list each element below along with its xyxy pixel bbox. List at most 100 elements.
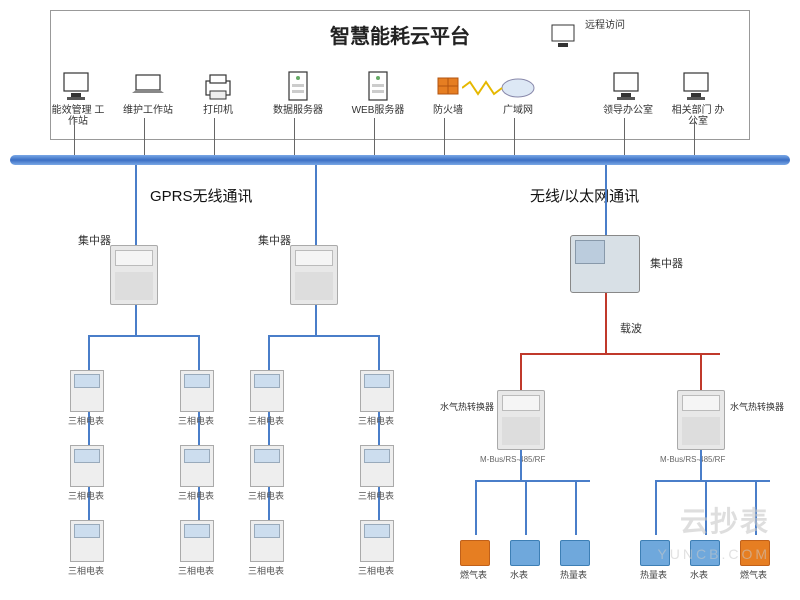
pc-icon: [608, 68, 648, 103]
node-drop-line: [374, 118, 375, 155]
meter-label: 三相电表: [358, 489, 394, 502]
meter-label: 三相电表: [68, 489, 104, 502]
collector-3-label: 集中器: [650, 255, 683, 271]
carrier-line: [520, 353, 720, 355]
line: [655, 480, 657, 535]
node-drop-line: [514, 118, 515, 155]
collector-3: [570, 235, 640, 293]
node-label: WEB服务器: [352, 105, 405, 116]
pc-icon: [545, 18, 585, 53]
server-icon: [358, 68, 398, 103]
utility-meter-label: 燃气表: [460, 568, 487, 581]
three-phase-meter: [180, 520, 214, 562]
three-phase-meter: [250, 445, 284, 487]
meter-label: 三相电表: [178, 564, 214, 577]
node-drop-line: [694, 118, 695, 155]
laptop-icon: [128, 68, 168, 103]
bus-drop: [605, 165, 607, 235]
printer-icon: [198, 68, 238, 103]
meter-label: 三相电表: [248, 414, 284, 427]
platform-title: 智慧能耗云平台: [0, 20, 800, 49]
top-node: 领导办公室: [600, 68, 656, 116]
node-label: 相关部门 办公室: [670, 105, 726, 127]
line: [475, 480, 590, 482]
watermark-big: 云抄表: [680, 500, 770, 540]
node-drop-line: [624, 118, 625, 155]
pc-icon: [678, 68, 718, 103]
line: [700, 450, 702, 480]
node-label: 广域网: [503, 105, 533, 116]
top-node: 打印机: [190, 68, 246, 116]
three-phase-meter: [180, 370, 214, 412]
collector-1-label: 集中器: [78, 232, 111, 248]
node-label: 领导办公室: [603, 105, 653, 116]
utility-meter-label: 水表: [690, 568, 708, 581]
node-drop-line: [214, 118, 215, 155]
converter-1: [497, 390, 545, 450]
top-node: 能效管理 工作站: [50, 68, 106, 127]
line: [198, 335, 200, 550]
line: [475, 480, 477, 535]
meter-label: 三相电表: [178, 414, 214, 427]
carrier-label: 载波: [620, 320, 642, 336]
ethernet-section-label: 无线/以太网通讯: [530, 185, 639, 206]
line: [378, 335, 380, 550]
top-node: 相关部门 办公室: [670, 68, 726, 127]
three-phase-meter: [70, 370, 104, 412]
watermark-small: YUNCB.COM: [657, 546, 770, 562]
line: [268, 335, 378, 337]
three-phase-meter: [360, 445, 394, 487]
meter-label: 三相电表: [68, 564, 104, 577]
utility-meter-label: 热量表: [640, 568, 667, 581]
collector-2: [290, 245, 338, 305]
converter-1-label: 水气热转换器: [440, 400, 494, 413]
bus-drop: [135, 165, 137, 245]
utility-meter-label: 热量表: [560, 568, 587, 581]
three-phase-meter: [180, 445, 214, 487]
node-label: 能效管理 工作站: [50, 105, 106, 127]
node-label: 打印机: [203, 105, 233, 116]
line: [520, 450, 522, 480]
three-phase-meter: [70, 445, 104, 487]
top-node: 数据服务器: [270, 68, 326, 116]
node-drop-line: [144, 118, 145, 155]
node-drop-line: [444, 118, 445, 155]
carrier-line: [700, 353, 702, 390]
line: [655, 480, 770, 482]
node-label: 维护工作站: [123, 105, 173, 116]
three-phase-meter: [360, 520, 394, 562]
network-bus: [10, 155, 790, 165]
pc-icon: [58, 68, 98, 103]
three-phase-meter: [250, 370, 284, 412]
meter-label: 三相电表: [248, 564, 284, 577]
top-node: WEB服务器: [350, 68, 406, 116]
meter-label: 三相电表: [358, 414, 394, 427]
line: [268, 335, 270, 550]
converter-2-proto: M-Bus/RS-485/RF: [660, 455, 725, 464]
utility-meter-label: 水表: [510, 568, 528, 581]
line: [315, 305, 317, 335]
three-phase-meter: [70, 520, 104, 562]
top-node: 维护工作站: [120, 68, 176, 116]
firewall-wan-link: [462, 80, 506, 101]
line: [88, 335, 198, 337]
three-phase-meter: [360, 370, 394, 412]
carrier-line: [605, 293, 607, 353]
meter-label: 三相电表: [178, 489, 214, 502]
gprs-section-label: GPRS无线通讯: [150, 185, 253, 206]
node-label: 防火墙: [433, 105, 463, 116]
node-label: 数据服务器: [273, 105, 323, 116]
line: [88, 335, 90, 550]
collector-1: [110, 245, 158, 305]
meter-label: 三相电表: [68, 414, 104, 427]
bus-drop: [315, 165, 317, 245]
utility-meter: [460, 540, 490, 566]
utility-meter: [510, 540, 540, 566]
meter-label: 三相电表: [248, 489, 284, 502]
converter-2-label: 水气热转换器: [730, 400, 784, 413]
remote-access-label: 远程访问: [585, 16, 625, 31]
collector-2-label: 集中器: [258, 232, 291, 248]
node-drop-line: [74, 118, 75, 155]
converter-1-proto: M-Bus/RS-485/RF: [480, 455, 545, 464]
meter-label: 三相电表: [358, 564, 394, 577]
